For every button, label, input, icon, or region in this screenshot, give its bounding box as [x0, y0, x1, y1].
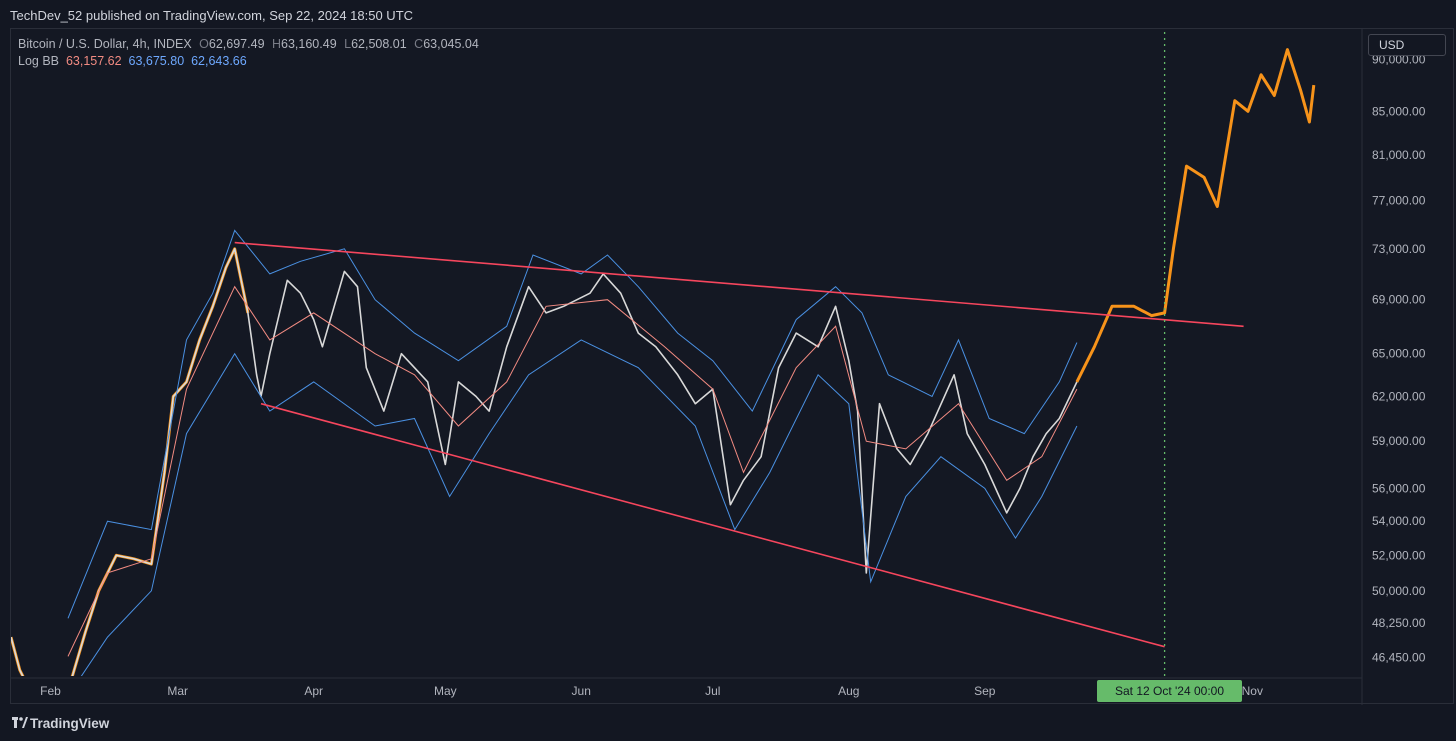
publish-header: TechDev_52 published on TradingView.com,… — [0, 0, 1456, 30]
time-tick-label: Jun — [572, 684, 591, 698]
early-price-overlay — [11, 247, 250, 676]
bb-basis-value: 63,157.62 — [65, 54, 122, 68]
footer: TradingView — [0, 705, 1456, 741]
low-value: 62,508.01 — [351, 37, 407, 51]
open-label: O — [199, 37, 209, 51]
high-value: 63,160.49 — [281, 37, 337, 51]
time-tick-label: Apr — [304, 684, 323, 698]
price-tick-label: 73,000.00 — [1372, 242, 1426, 256]
indicator-name[interactable]: Log BB — [18, 54, 60, 68]
lower-trendline — [260, 402, 1165, 648]
price-tick-label: 65,000.00 — [1372, 347, 1426, 361]
time-tick-label: Mar — [167, 684, 188, 698]
upper-trendline — [234, 241, 1244, 328]
time-tick-label: Sep — [974, 684, 996, 698]
publish-line: TechDev_52 published on TradingView.com,… — [10, 8, 414, 23]
bb-lower-line — [80, 339, 1078, 676]
currency-button[interactable]: USD — [1368, 34, 1446, 56]
price-tick-label: 85,000.00 — [1372, 104, 1426, 118]
crosshair-time-label: Sat 12 Oct '24 00:00 — [1097, 680, 1242, 702]
chart-area[interactable] — [10, 28, 1454, 704]
price-tick-label: 48,250.00 — [1372, 616, 1426, 630]
bb-upper-line — [67, 229, 1078, 619]
tradingview-logo[interactable]: TradingView — [12, 716, 109, 731]
price-tick-label: 77,000.00 — [1372, 194, 1426, 208]
price-line-projection — [1075, 48, 1316, 383]
price-tick-label: 69,000.00 — [1372, 293, 1426, 307]
bb-basis-line — [67, 285, 1078, 657]
symbol-label[interactable]: Bitcoin / U.S. Dollar, 4h, INDEX — [18, 37, 192, 51]
time-tick-label: Jul — [705, 684, 720, 698]
open-value: 62,697.49 — [208, 37, 265, 51]
price-tick-label: 54,000.00 — [1372, 514, 1426, 528]
price-tick-label: 90,000.00 — [1372, 53, 1426, 67]
price-tick-label: 56,000.00 — [1372, 481, 1426, 495]
ohlc-line: Bitcoin / U.S. Dollar, 4h, INDEX O62,697… — [18, 36, 483, 53]
close-value: 63,045.04 — [423, 37, 479, 51]
tradingview-icon — [12, 716, 30, 731]
bb-upper-value: 63,675.80 — [128, 54, 185, 68]
price-tick-label: 46,450.00 — [1372, 650, 1426, 664]
price-tick-label: 52,000.00 — [1372, 548, 1426, 562]
indicator-line: Log BB 63,157.62 63,675.80 62,643.66 — [18, 53, 483, 70]
brand-name: TradingView — [30, 716, 110, 731]
time-tick-label: May — [434, 684, 457, 698]
time-tick-label: Nov — [1242, 684, 1263, 698]
price-tick-label: 62,000.00 — [1372, 389, 1426, 403]
time-tick-label: Feb — [40, 684, 61, 698]
price-tick-label: 81,000.00 — [1372, 148, 1426, 162]
bb-lower-value: 62,643.66 — [191, 54, 247, 68]
time-tick-label: Aug — [838, 684, 859, 698]
price-tick-label: 59,000.00 — [1372, 434, 1426, 448]
chart-legend: Bitcoin / U.S. Dollar, 4h, INDEX O62,697… — [18, 36, 483, 70]
high-label: H — [272, 37, 282, 51]
price-line-history — [11, 248, 1078, 676]
low-label: L — [344, 37, 352, 51]
price-tick-label: 50,000.00 — [1372, 584, 1426, 598]
close-label: C — [414, 37, 424, 51]
